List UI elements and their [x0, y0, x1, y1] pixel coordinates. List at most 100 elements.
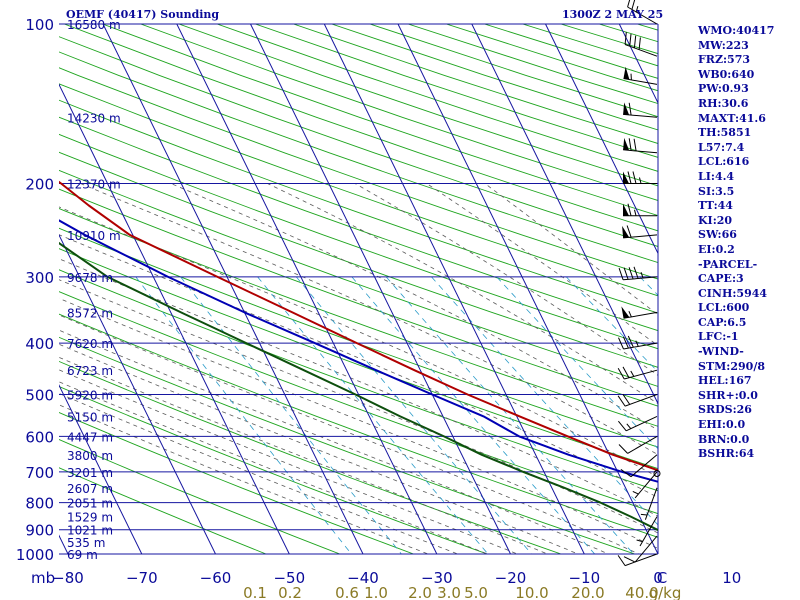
moist-adiabat-line: [80, 183, 658, 456]
mixing-ratio-line: [295, 276, 533, 554]
barb-feather: [632, 171, 637, 184]
sounding-traces: [59, 180, 658, 532]
index-item: BSHR:64: [698, 447, 755, 461]
height-label: 4447 m: [67, 430, 113, 444]
pressure-tick-label: 1000: [16, 546, 54, 564]
temperature-tick-label: −10: [568, 569, 600, 587]
barb-feather: [618, 337, 624, 350]
temperature-unit-label: C: [657, 569, 667, 587]
index-item: WB0:640: [698, 67, 755, 81]
wind-barb: [622, 225, 658, 239]
temperature-tick-label: −80: [52, 569, 84, 587]
height-label: 5150 m: [67, 410, 113, 424]
wind-barb: [618, 335, 658, 350]
barb-half-feather: [632, 490, 639, 495]
barb-pennant: [622, 225, 630, 238]
wind-barb: [621, 306, 658, 319]
wind-barb: [623, 137, 658, 154]
barb-half-feather: [639, 177, 642, 184]
barb-staff: [623, 276, 658, 281]
barb-feather: [622, 393, 631, 405]
pressure-tick-label: 200: [25, 176, 54, 194]
dry-adiabat-line: [59, 248, 658, 470]
height-label: 2051 m: [67, 497, 113, 511]
dry-adiabat-line: [59, 439, 342, 554]
dewpoint-trace: [59, 241, 658, 532]
wind-barb: [632, 471, 658, 499]
moist-adiabat-line: [59, 404, 430, 554]
mixing-ratio-label: 2.0: [408, 584, 432, 600]
barb-staff: [623, 342, 658, 350]
moist-adiabat-line: [59, 392, 459, 554]
index-item: PW:0.93: [698, 82, 749, 96]
dry-adiabat-line: [59, 151, 658, 368]
mixing-ratio-line: [566, 276, 658, 373]
index-item: EHI:0.0: [698, 418, 746, 432]
parcel-trace: [59, 219, 658, 483]
moist-adiabat-line: [59, 206, 658, 478]
barb-half-feather: [626, 423, 632, 429]
barb-staff: [630, 454, 658, 478]
barb-half-feather: [630, 370, 635, 377]
barb-staff: [624, 369, 658, 380]
barb-feather: [622, 336, 629, 349]
moist-adiabat-line: [59, 258, 658, 517]
barb-pennant: [623, 66, 630, 80]
temperature-tick-label: −60: [200, 569, 232, 587]
height-label: 1021 m: [67, 524, 113, 538]
pressure-tick-label: 900: [25, 522, 54, 540]
moist-adiabat-line: [59, 314, 640, 554]
isotherm-line: [471, 24, 658, 405]
isotherm-line: [102, 24, 364, 554]
wind-barb: [618, 415, 658, 432]
barb-pennant: [623, 203, 629, 216]
barb-staff: [627, 435, 658, 454]
moist-adiabat-line: [59, 381, 489, 554]
height-label: 16580 m: [67, 18, 121, 32]
dry-adiabat-line: [59, 336, 637, 554]
mixing-ratio-line: [257, 276, 489, 554]
temperature-axis-labels: −80 −70 −60 −50 −40 −30 −20 −10 0 10 C: [52, 569, 741, 587]
barb-feather: [617, 367, 625, 380]
height-label: 10910 m: [67, 229, 121, 243]
pressure-tick-label: 100: [25, 16, 54, 34]
wind-barb: [620, 454, 658, 478]
barb-half-feather: [635, 340, 639, 347]
barb-feather: [618, 444, 628, 454]
dry-adiabat-line: [64, 24, 658, 232]
isotherm-line: [545, 24, 658, 255]
temperature-tick-label: 0: [653, 569, 663, 587]
barb-feather: [623, 267, 629, 280]
mixing-ratio-label: 1.0: [364, 584, 388, 600]
barb-staff: [627, 6, 658, 25]
barb-feather: [633, 138, 637, 152]
temperature-trace: [59, 180, 658, 472]
index-item: -PARCEL-: [698, 257, 758, 271]
height-label: 3800 m: [67, 449, 113, 463]
moist-adiabat-line: [484, 183, 658, 316]
barb-feather: [623, 556, 636, 563]
barb-half-feather: [636, 539, 643, 543]
wind-barb: [617, 366, 658, 380]
index-item: EI:0.2: [698, 242, 735, 256]
height-label: 6723 m: [67, 364, 113, 378]
barb-feather: [638, 37, 641, 50]
barb-feather: [624, 32, 627, 45]
barb-pennant: [623, 102, 630, 115]
index-item: SHR+:0.0: [698, 388, 758, 402]
barb-staff: [624, 394, 658, 407]
barb-pennant: [621, 306, 630, 319]
mixing-ratio-label: 0.6: [335, 584, 359, 600]
isotherm-line: [323, 24, 585, 554]
wind-barb: [618, 435, 658, 454]
pressure-tick-label: 500: [25, 387, 54, 405]
pressure-tick-label: 700: [25, 464, 54, 482]
barb-feather: [627, 203, 632, 216]
wind-barb: [618, 266, 658, 281]
barb-pennant: [623, 137, 630, 151]
index-item: KI:20: [698, 213, 733, 227]
pressure-tick-label: 600: [25, 428, 54, 446]
index-item: FRZ:573: [698, 53, 751, 67]
pressure-grid: [59, 23, 659, 555]
